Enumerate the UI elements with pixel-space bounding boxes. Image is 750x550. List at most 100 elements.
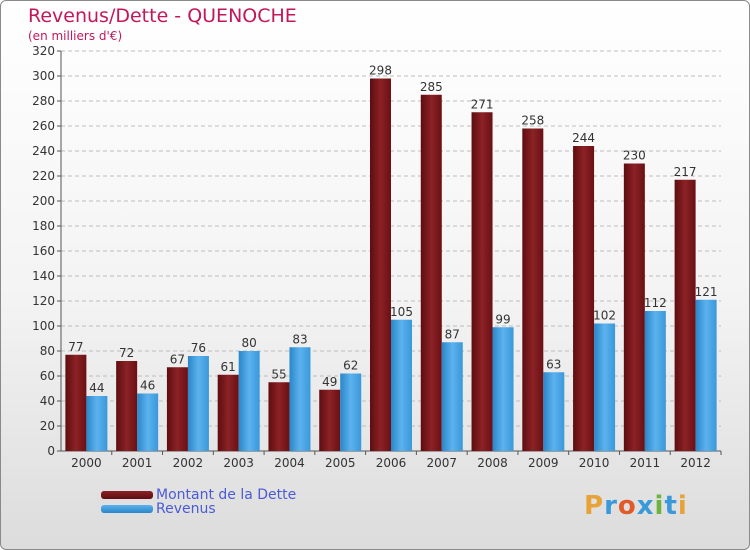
data-label-revenus: 63 bbox=[546, 357, 561, 371]
bar-dette bbox=[166, 367, 188, 451]
data-label-revenus: 80 bbox=[242, 336, 257, 350]
data-label-dette: 244 bbox=[572, 131, 595, 145]
data-label-revenus: 46 bbox=[140, 379, 155, 393]
legend-swatch-dette bbox=[101, 491, 153, 499]
y-tick-label: 300 bbox=[32, 69, 55, 83]
legend-label-dette: Montant de la Dette bbox=[156, 487, 297, 503]
logo-letter: o bbox=[617, 491, 637, 521]
bar-dette bbox=[623, 163, 645, 451]
bars bbox=[65, 78, 717, 451]
bar-dette bbox=[217, 374, 239, 451]
data-label-dette: 285 bbox=[420, 80, 443, 94]
y-tick-label: 280 bbox=[32, 94, 55, 108]
x-tick-label: 2006 bbox=[376, 456, 407, 470]
data-label-dette: 77 bbox=[68, 340, 83, 354]
data-label-dette: 67 bbox=[170, 352, 185, 366]
bar-revenus bbox=[340, 373, 362, 451]
bar-dette bbox=[116, 361, 138, 451]
chart-subtitle: (en milliers d'€) bbox=[28, 29, 123, 43]
x-tick-label: 2002 bbox=[173, 456, 204, 470]
x-tick-label: 2007 bbox=[426, 456, 457, 470]
data-label-dette: 258 bbox=[521, 114, 544, 128]
bar-dette bbox=[573, 146, 595, 451]
axes: 0 20 40 60 80 100 120 140 160 180 200 220 240 260 280 3… bbox=[32, 44, 722, 470]
chart-title: Revenus/Dette - QUENOCHE bbox=[28, 5, 297, 27]
bar-dette bbox=[370, 78, 391, 451]
y-tick-label: 0 bbox=[47, 444, 55, 458]
data-label-dette: 217 bbox=[674, 165, 697, 179]
legend-item-dette: Montant de la Dette bbox=[101, 487, 296, 503]
data-label-revenus: 99 bbox=[495, 312, 510, 326]
bar-revenus bbox=[644, 311, 666, 451]
data-label-dette: 61 bbox=[221, 360, 236, 374]
y-tick-label: 80 bbox=[40, 344, 55, 358]
y-tick-label: 200 bbox=[32, 194, 55, 208]
data-label-dette: 49 bbox=[322, 375, 337, 389]
y-tick-label: 180 bbox=[32, 219, 55, 233]
x-tick-label: 2001 bbox=[122, 456, 153, 470]
y-tick-label: 320 bbox=[32, 44, 55, 58]
data-label-revenus: 76 bbox=[191, 341, 206, 355]
logo-letter: r bbox=[604, 491, 618, 521]
bar-revenus bbox=[289, 347, 311, 451]
data-label-revenus: 112 bbox=[644, 296, 667, 310]
y-tick-label: 160 bbox=[32, 244, 55, 258]
data-label-dette: 271 bbox=[471, 97, 494, 111]
data-label-dette: 72 bbox=[119, 346, 134, 360]
x-tick-label: 2012 bbox=[680, 456, 711, 470]
logo-letter: i bbox=[654, 491, 665, 521]
x-tick-label: 2008 bbox=[477, 456, 508, 470]
bar-revenus bbox=[238, 351, 260, 451]
data-label-revenus: 102 bbox=[593, 309, 616, 323]
logo-letter: i bbox=[677, 491, 688, 521]
y-tick-label: 120 bbox=[32, 294, 55, 308]
x-tick-label: 2004 bbox=[274, 456, 305, 470]
bar-revenus bbox=[441, 342, 463, 451]
y-tick-label: 140 bbox=[32, 269, 55, 283]
data-label-dette: 55 bbox=[271, 367, 286, 381]
legend-label-revenus: Revenus bbox=[156, 501, 216, 517]
data-labels: 77 44 72 46 67 76 61 80 55 83 49 62 298 105 285 87 271 99… bbox=[68, 64, 717, 396]
data-label-revenus: 87 bbox=[445, 327, 460, 341]
y-tick-label: 100 bbox=[32, 319, 55, 333]
bar-revenus bbox=[187, 356, 209, 451]
x-tick-label: 2010 bbox=[579, 456, 610, 470]
bar-dette bbox=[65, 354, 87, 451]
x-tick-label: 2003 bbox=[223, 456, 254, 470]
y-tick-label: 260 bbox=[32, 119, 55, 133]
y-tick-label: 240 bbox=[32, 144, 55, 158]
bar-revenus bbox=[594, 323, 616, 451]
bar-revenus bbox=[543, 372, 565, 451]
bar-dette bbox=[319, 389, 341, 451]
logo-letter: P bbox=[584, 491, 605, 521]
logo-letter: x bbox=[636, 491, 655, 521]
bar-dette bbox=[268, 382, 290, 451]
bar-revenus bbox=[695, 299, 717, 451]
bar-dette bbox=[674, 179, 696, 451]
bar-revenus bbox=[492, 327, 514, 451]
bar-dette bbox=[522, 128, 544, 451]
x-tick-label: 2011 bbox=[630, 456, 661, 470]
data-label-revenus: 83 bbox=[292, 332, 307, 346]
bar-revenus bbox=[86, 396, 108, 451]
bar-revenus bbox=[391, 319, 412, 451]
logo-letter: t bbox=[664, 491, 678, 521]
legend-item-revenus: Revenus bbox=[101, 501, 216, 517]
data-label-dette: 230 bbox=[623, 149, 646, 163]
data-label-revenus: 121 bbox=[695, 285, 718, 299]
data-label-revenus: 62 bbox=[343, 359, 358, 373]
data-label-revenus: 105 bbox=[390, 305, 413, 319]
y-tick-label: 40 bbox=[40, 394, 55, 408]
bar-dette bbox=[420, 94, 442, 451]
x-tick-label: 2000 bbox=[71, 456, 102, 470]
x-tick-label: 2009 bbox=[528, 456, 559, 470]
data-label-dette: 298 bbox=[369, 64, 392, 78]
y-tick-label: 60 bbox=[40, 369, 55, 383]
proxiti-logo: Proxiti bbox=[584, 491, 688, 521]
legend-swatch-revenus bbox=[101, 505, 153, 513]
y-tick-label: 20 bbox=[40, 419, 55, 433]
y-tick-label: 220 bbox=[32, 169, 55, 183]
data-label-revenus: 44 bbox=[89, 381, 104, 395]
